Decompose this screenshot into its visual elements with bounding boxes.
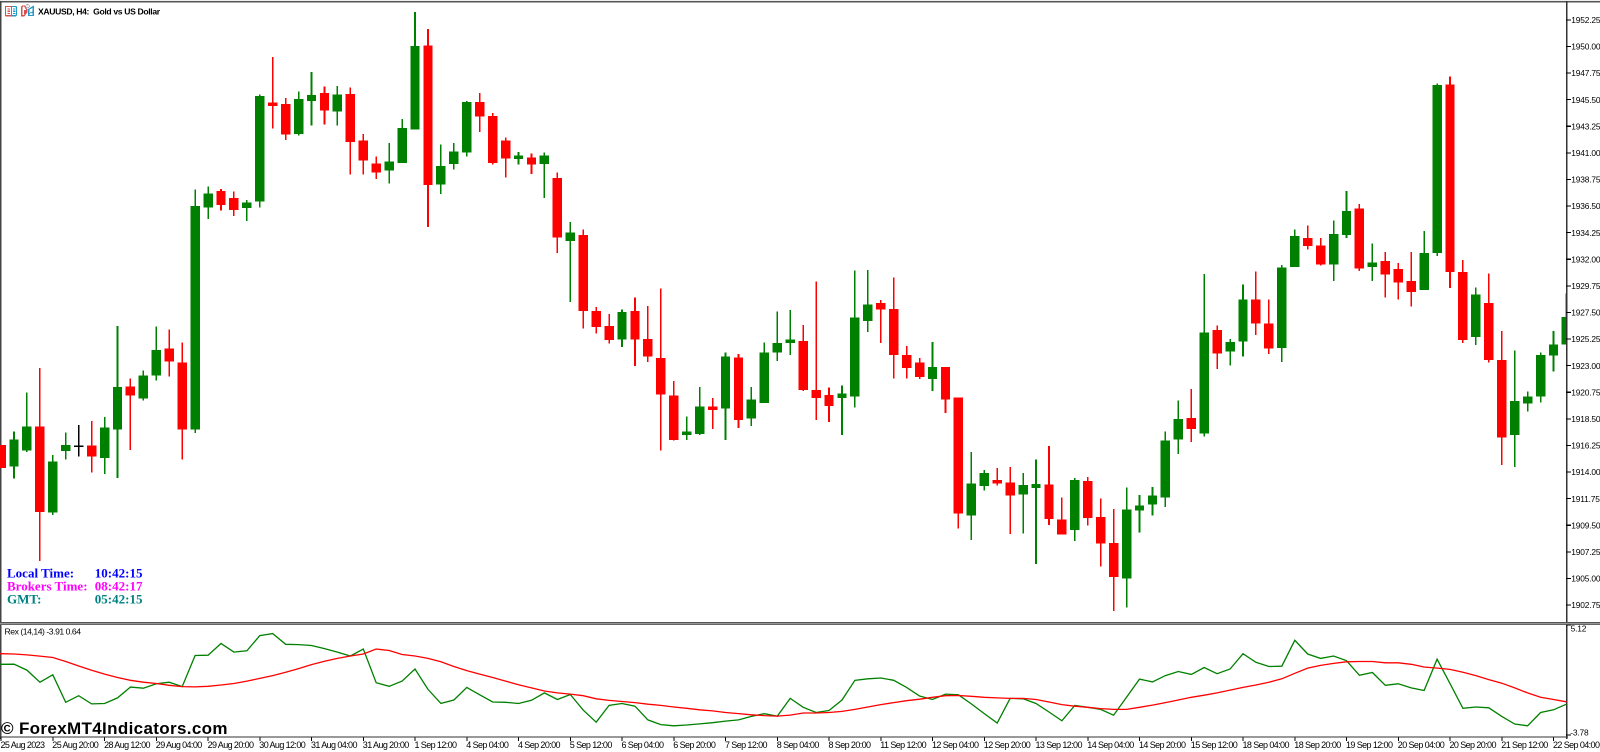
svg-text:15 Sep 12:00: 15 Sep 12:00 xyxy=(1191,740,1238,750)
svg-text:1941.00: 1941.00 xyxy=(1571,148,1600,158)
svg-text:1905.00: 1905.00 xyxy=(1571,574,1600,584)
svg-text:1945.50: 1945.50 xyxy=(1571,95,1600,105)
svg-text:4 Sep 20:00: 4 Sep 20:00 xyxy=(518,740,561,750)
svg-text:1947.75: 1947.75 xyxy=(1571,68,1600,78)
svg-text:GMT:: GMT: xyxy=(7,592,41,607)
svg-text:30 Aug 12:00: 30 Aug 12:00 xyxy=(259,740,305,750)
svg-text:1909.50: 1909.50 xyxy=(1571,520,1600,530)
svg-text:20 Sep 04:00: 20 Sep 04:00 xyxy=(1398,740,1445,750)
svg-text:XAUUSD, H4: Gold vs US Dollar: XAUUSD, H4: Gold vs US Dollar xyxy=(38,6,161,16)
svg-text:12 Sep 20:00: 12 Sep 20:00 xyxy=(984,740,1031,750)
svg-text:6 Sep 04:00: 6 Sep 04:00 xyxy=(622,740,665,750)
svg-text:Brokers Time:: Brokers Time: xyxy=(7,578,88,593)
svg-text:1943.25: 1943.25 xyxy=(1571,121,1600,131)
svg-text:1920.75: 1920.75 xyxy=(1571,387,1600,397)
svg-text:18 Sep 04:00: 18 Sep 04:00 xyxy=(1243,740,1290,750)
svg-text:19 Sep 12:00: 19 Sep 12:00 xyxy=(1346,740,1393,750)
svg-text:1916.25: 1916.25 xyxy=(1571,441,1600,451)
svg-text:1936.50: 1936.50 xyxy=(1571,201,1600,211)
svg-text:08:42:17: 08:42:17 xyxy=(95,578,143,593)
svg-text:13 Sep 12:00: 13 Sep 12:00 xyxy=(1036,740,1083,750)
svg-text:4 Sep 04:00: 4 Sep 04:00 xyxy=(466,740,509,750)
svg-text:11 Sep 12:00: 11 Sep 12:00 xyxy=(880,740,926,750)
svg-text:28 Aug 12:00: 28 Aug 12:00 xyxy=(104,740,150,750)
svg-text:18 Sep 20:00: 18 Sep 20:00 xyxy=(1294,740,1341,750)
svg-text:1 Sep 12:00: 1 Sep 12:00 xyxy=(415,740,458,750)
svg-text:Local Time:: Local Time: xyxy=(7,565,74,580)
svg-text:1932.00: 1932.00 xyxy=(1571,254,1600,264)
svg-text:1927.50: 1927.50 xyxy=(1571,308,1600,318)
svg-text:1911.75: 1911.75 xyxy=(1571,494,1600,504)
svg-text:22 Sep 04:00: 22 Sep 04:00 xyxy=(1553,740,1600,750)
svg-text:6 Sep 20:00: 6 Sep 20:00 xyxy=(673,740,716,750)
svg-text:-3.78: -3.78 xyxy=(1570,728,1589,738)
svg-text:© ForexMT4Indicators.com: © ForexMT4Indicators.com xyxy=(1,719,228,738)
svg-text:05:42:15: 05:42:15 xyxy=(95,592,143,607)
svg-text:Rex (14,14) -3.91 0.64: Rex (14,14) -3.91 0.64 xyxy=(5,626,82,636)
svg-text:1914.00: 1914.00 xyxy=(1571,467,1600,477)
svg-text:29 Aug 20:00: 29 Aug 20:00 xyxy=(208,740,254,750)
svg-text:1907.25: 1907.25 xyxy=(1571,547,1600,557)
svg-text:12 Sep 04:00: 12 Sep 04:00 xyxy=(932,740,979,750)
svg-text:1952.25: 1952.25 xyxy=(1571,15,1600,25)
svg-text:29 Aug 04:00: 29 Aug 04:00 xyxy=(156,740,202,750)
svg-text:1934.25: 1934.25 xyxy=(1571,228,1600,238)
svg-text:7 Sep 12:00: 7 Sep 12:00 xyxy=(725,740,768,750)
svg-text:20 Sep 20:00: 20 Sep 20:00 xyxy=(1450,740,1497,750)
svg-text:10:42:15: 10:42:15 xyxy=(95,565,143,580)
svg-text:25 Aug 2023: 25 Aug 2023 xyxy=(1,740,46,750)
svg-text:5.12: 5.12 xyxy=(1571,624,1587,634)
svg-text:5 Sep 12:00: 5 Sep 12:00 xyxy=(570,740,613,750)
svg-text:1950.00: 1950.00 xyxy=(1571,42,1600,52)
svg-text:14 Sep 04:00: 14 Sep 04:00 xyxy=(1087,740,1134,750)
svg-text:14 Sep 20:00: 14 Sep 20:00 xyxy=(1139,740,1186,750)
svg-text:1918.50: 1918.50 xyxy=(1571,414,1600,424)
svg-text:8 Sep 04:00: 8 Sep 04:00 xyxy=(777,740,820,750)
svg-text:1938.75: 1938.75 xyxy=(1571,175,1600,185)
svg-text:31 Aug 20:00: 31 Aug 20:00 xyxy=(363,740,409,750)
svg-text:1902.75: 1902.75 xyxy=(1571,600,1600,610)
svg-text:1925.25: 1925.25 xyxy=(1571,334,1600,344)
svg-text:1923.00: 1923.00 xyxy=(1571,361,1600,371)
svg-text:25 Aug 20:00: 25 Aug 20:00 xyxy=(52,740,98,750)
svg-text:31 Aug 04:00: 31 Aug 04:00 xyxy=(311,740,357,750)
svg-text:8 Sep 20:00: 8 Sep 20:00 xyxy=(829,740,872,750)
svg-text:21 Sep 12:00: 21 Sep 12:00 xyxy=(1501,740,1548,750)
svg-text:1929.75: 1929.75 xyxy=(1571,281,1600,291)
